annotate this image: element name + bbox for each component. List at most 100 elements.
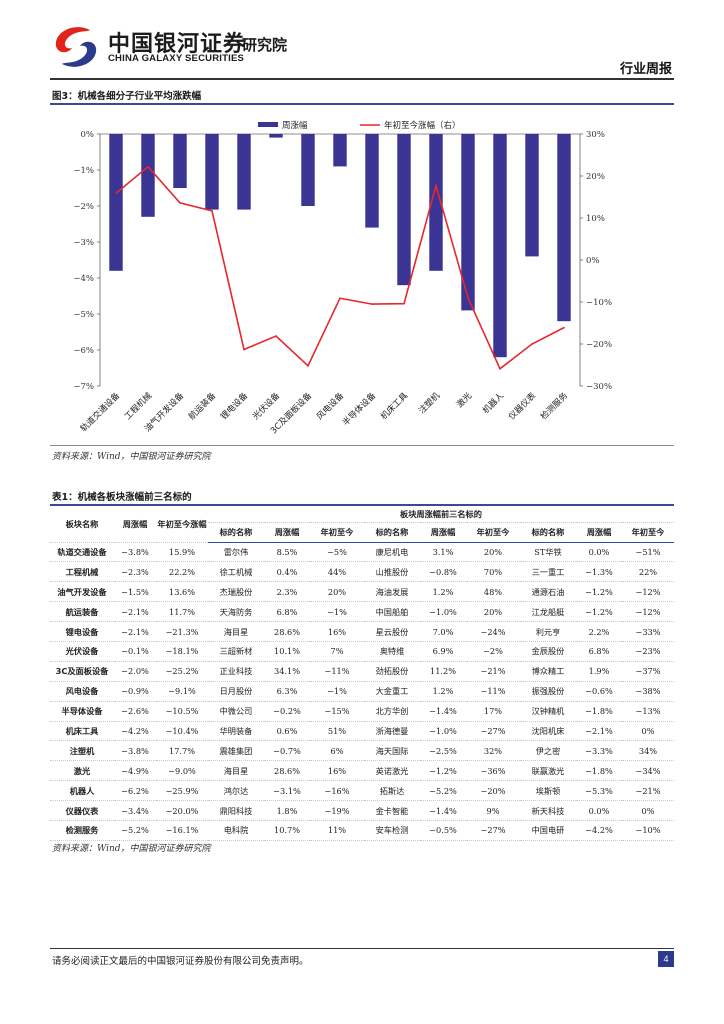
table-cell: 16% [310, 621, 364, 642]
table-cell: −3.3% [576, 740, 622, 762]
brand-name-cn: 中国银河证券 [108, 32, 247, 57]
table-cell: −2.3% [114, 561, 156, 583]
table-cell: 英诺激光 [364, 760, 420, 782]
table-cell: 日月股份 [208, 681, 264, 702]
table-cell: −1.2% [420, 760, 466, 782]
line-point [243, 348, 245, 351]
table-cell: 拓斯达 [364, 780, 420, 802]
col-header: 标的名称 [208, 522, 264, 543]
table-cell: −2% [466, 641, 520, 662]
table-cell: 22% [622, 561, 674, 583]
col-header: 标的名称 [364, 522, 420, 543]
sector-name-cell: 半导体设备 [50, 701, 114, 722]
table-cell: −4.2% [114, 721, 156, 742]
table-cell: −2.6% [114, 701, 156, 722]
category-label: 锂电设备 [218, 390, 250, 422]
table-cell: −27% [466, 721, 520, 742]
table-row: 机床工具 −4.2% −10.4% 华明装备 0.6% 51% 浙海德曼 −1.0% −27% 沈… [50, 721, 674, 742]
table-row: 检测服务 −5.2% −16.1% 电科院 10.7% 11% 安车检测 −0.5% −27% 中… [50, 820, 674, 841]
table-cell: 联赢激光 [520, 760, 576, 782]
page-number: 4 [658, 951, 674, 967]
table-cell: 13.6% [156, 581, 208, 603]
bar [109, 134, 123, 271]
line-point [563, 326, 565, 329]
table-cell: −13% [622, 701, 674, 722]
category-label: 航运装备 [186, 390, 218, 422]
category-label: 仪器仪表 [506, 390, 538, 422]
table-cell: 11.7% [156, 601, 208, 623]
table-source: 资料来源：Wind，中国银河证券研究院 [52, 844, 211, 854]
table-row: 半导体设备 −2.6% −10.5% 中微公司 −0.2% −15% 北方华创 −1.4% 17… [50, 701, 674, 722]
table-cell: 星云股份 [364, 621, 420, 642]
table-cell: 11% [310, 820, 364, 841]
table-body: 轨道交通设备 −3.8% 15.9% 雷尔伟 8.5% −5% 康尼机电 3.1% 20% ST华… [50, 542, 674, 841]
right-tick-label: 30% [586, 130, 605, 140]
table-cell: −9.1% [156, 681, 208, 702]
header-rule [50, 78, 674, 80]
footer-disclaimer: 请务必阅读正文最后的中国银河证券股份有限公司免责声明。 [52, 956, 309, 967]
table-cell: 3.1% [420, 542, 466, 563]
table-row: 机器人 −6.2% −25.9% 鸿尔达 −3.1% −16% 拓斯达 −5.2% −20% 埃斯… [50, 780, 674, 802]
table-cell: −1.5% [114, 581, 156, 603]
left-tick-label: −3% [73, 238, 94, 248]
table-cell: 20% [466, 601, 520, 623]
sector-name-cell: 3C及面板设备 [50, 661, 114, 682]
brand-institute: 研究院 [242, 36, 288, 54]
table-cell: −1.8% [576, 760, 622, 782]
sector-name-cell: 锂电设备 [50, 621, 114, 642]
line-point [179, 202, 181, 204]
col-header: 周涨幅 [264, 522, 310, 543]
sector-name-cell: 航运装备 [50, 601, 114, 623]
table-cell: 正业科技 [208, 661, 264, 682]
table-cell: 三一重工 [520, 561, 576, 583]
category-label: 机器人 [480, 390, 506, 416]
table-cell: −15% [310, 701, 364, 722]
chart-container: 0% −1% −2% −3% −4% −5% −6% −7% 30% 20% 10% 0% −10% −2… [50, 108, 674, 448]
sector-name-cell: 工程机械 [50, 561, 114, 583]
category-label: 注塑机 [416, 390, 442, 416]
table-cell: 2.3% [264, 581, 310, 603]
table-row: 轨道交通设备 −3.8% 15.9% 雷尔伟 8.5% −5% 康尼机电 3.1% 20% ST华… [50, 542, 674, 563]
left-tick-label: 0% [81, 130, 95, 140]
table-row: 油气开发设备 −1.5% 13.6% 杰瑞股份 2.3% 20% 海油发展 1.2% 48% 通源… [50, 581, 674, 603]
table-cell: −1.4% [420, 800, 466, 821]
category-label: 检测服务 [538, 390, 570, 422]
table-cell: −16.1% [156, 820, 208, 841]
sector-name-cell: 注塑机 [50, 740, 114, 762]
table-cell: 10.7% [264, 820, 310, 841]
bar [397, 134, 411, 286]
table-cell: −11% [466, 681, 520, 702]
brand-name-en: CHINA GALAXY SECURITIES [108, 53, 245, 64]
table-cell: −3.8% [114, 740, 156, 762]
table-cell: 28.6% [264, 760, 310, 782]
table-row: 航运装备 −2.1% 11.7% 天海防务 6.8% −1% 中国船舶 −1.0% 20% 江龙船… [50, 601, 674, 623]
table-cell: 6.3% [264, 681, 310, 702]
table-cell: −0.6% [576, 681, 622, 702]
category-label: 半导体设备 [340, 390, 378, 428]
sector-name-cell: 检测服务 [50, 820, 114, 841]
line-point [211, 210, 213, 212]
line-point [435, 184, 437, 187]
legend-bar-label: 周涨幅 [282, 120, 308, 131]
table-cell: 0.4% [264, 561, 310, 583]
right-tick-label: −20% [586, 340, 612, 350]
table-cell: 1.2% [420, 581, 466, 603]
left-tick-label: −2% [73, 202, 94, 212]
table-row: 锂电设备 −2.1% −21.3% 海目星 28.6% 16% 星云股份 7.0% −24% 利元… [50, 621, 674, 642]
table-cell: 28.6% [264, 621, 310, 642]
table-cell: 34% [622, 740, 674, 762]
col-header-group: 板块周涨幅前三名标的 [208, 506, 674, 523]
table-cell: 汉钟精机 [520, 701, 576, 722]
table-cell: 通源石油 [520, 581, 576, 603]
table-title: 表1：机械各板块涨幅前三名标的 [52, 492, 192, 503]
table-cell: 1.9% [576, 661, 622, 682]
table-cell: −3.1% [264, 780, 310, 802]
table-cell: −21% [466, 661, 520, 682]
table-cell: −24% [466, 621, 520, 642]
table-cell: 1.8% [264, 800, 310, 821]
table-cell: 金辰股份 [520, 641, 576, 662]
sector-name-cell: 油气开发设备 [50, 581, 114, 603]
table-cell: −34% [622, 760, 674, 782]
table-cell: −5.3% [576, 780, 622, 802]
category-label: 工程机械 [122, 390, 154, 422]
